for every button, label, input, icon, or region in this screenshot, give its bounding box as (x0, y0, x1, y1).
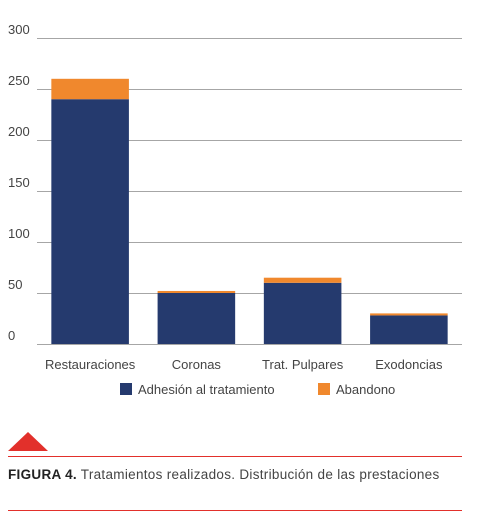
legend-label: Adhesión al tratamiento (138, 382, 275, 397)
bar (370, 315, 448, 344)
y-tick-label: 200 (8, 124, 30, 139)
x-tick-label: Coronas (172, 357, 222, 372)
y-tick-label: 300 (8, 22, 30, 37)
bar (370, 313, 448, 316)
caption-text: Tratamientos realizados. Distribución de… (80, 467, 440, 482)
x-tick-label: Exodoncias (375, 357, 443, 372)
bar (263, 282, 342, 344)
legend-label: Abandono (336, 382, 395, 397)
y-tick-label: 0 (8, 328, 15, 343)
caption-label: FIGURA 4. (8, 467, 77, 482)
bar (157, 293, 236, 344)
bar (263, 277, 342, 283)
bar (157, 290, 236, 293)
legend-swatch (318, 383, 330, 395)
caption: FIGURA 4. Tratamientos realizados. Distr… (8, 466, 464, 483)
y-tick-label: 50 (8, 277, 22, 292)
triangle-icon (8, 432, 48, 451)
bar (51, 78, 129, 100)
bar (51, 99, 129, 344)
y-tick-label: 100 (8, 226, 30, 241)
legend-swatch (120, 383, 132, 395)
x-tick-label: Restauraciones (45, 357, 136, 372)
y-tick-label: 150 (8, 175, 30, 190)
y-tick-label: 250 (8, 73, 30, 88)
x-tick-label: Trat. Pulpares (262, 357, 344, 372)
